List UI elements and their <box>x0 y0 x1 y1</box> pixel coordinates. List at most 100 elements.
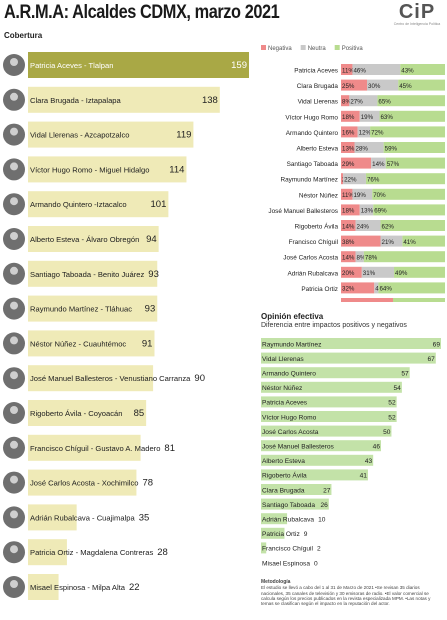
coverage-bar <box>28 121 194 148</box>
coverage-label: Patricia Aceves - Tlalpan <box>30 61 113 70</box>
sentiment-segment <box>341 173 344 185</box>
effective-bar <box>261 411 397 422</box>
sentiment-label: Francisco Chíguil <box>289 239 338 246</box>
sentiment-value: 78% <box>365 255 378 262</box>
coverage-bar <box>28 295 158 322</box>
coverage-value: 22 <box>129 582 140 593</box>
sentiment-segment <box>341 142 355 153</box>
coverage-bar <box>28 469 137 496</box>
sentiment-segment <box>380 220 445 231</box>
sentiment-segment <box>354 142 384 153</box>
sentiment-segment <box>341 64 353 75</box>
sentiment-label: Patricia Ortiz <box>301 286 338 293</box>
sentiment-value: 19% <box>361 114 374 121</box>
sentiment-label: José Manuel Ballesteros <box>268 208 338 215</box>
sentiment-segment <box>341 95 350 107</box>
effective-label: José Carlos Acosta <box>262 429 319 436</box>
coverage-value: 159 <box>231 60 247 71</box>
sentiment-segment <box>352 188 373 200</box>
effective-label: Misael Espinosa <box>262 560 310 567</box>
sentiment-value: 30% <box>368 83 381 90</box>
sentiment-value: 62% <box>382 223 395 230</box>
sentiment-segment <box>363 251 445 263</box>
sentiment-segment <box>341 126 358 138</box>
sentiment-segment <box>341 282 375 294</box>
sentiment-value: 65% <box>378 99 391 106</box>
effective-value: 43 <box>365 458 373 465</box>
effective-value: 57 <box>401 371 409 378</box>
effective-bar <box>261 425 392 437</box>
effective-bar <box>261 513 288 525</box>
legend-swatch <box>334 45 340 50</box>
avatar-face <box>10 475 18 484</box>
avatar-face <box>10 92 18 101</box>
sentiment-value: 24% <box>357 223 370 230</box>
sentiment-value: 31% <box>363 270 376 277</box>
coverage-label: Misael Espinosa - Milpa Alta <box>30 583 126 592</box>
coverage-chart: Patricia Aceves - Tlalpan 159 Clara Brugad… <box>3 52 249 600</box>
sentiment-value: 13% <box>361 208 374 215</box>
coverage-bar <box>28 191 169 218</box>
avatar-face <box>10 197 18 206</box>
effective-label: Vidal Llerenas <box>262 356 304 363</box>
sentiment-value: 19% <box>353 192 366 199</box>
coverage-value: 101 <box>151 199 167 210</box>
legend-swatch <box>261 45 266 50</box>
sentiment-segment <box>373 204 445 216</box>
sentiment-value: 59% <box>385 145 398 152</box>
coverage-bar <box>28 434 141 461</box>
effective-value: 26 <box>320 502 328 509</box>
sentiment-label: Misael Espinosa <box>291 302 338 303</box>
coverage-value: 78 <box>142 478 153 489</box>
effective-label: Patricia Aceves <box>262 400 308 407</box>
sentiment-value: 49% <box>395 270 408 277</box>
effective-label: José Manuel Ballesteros <box>262 444 335 451</box>
sentiment-segment <box>385 157 445 169</box>
coverage-value: 35 <box>139 512 150 523</box>
sentiment-value: 63% <box>380 114 393 121</box>
sentiment-value: 20% <box>342 270 355 277</box>
sentiment-segment <box>372 188 445 200</box>
sentiment-value: 76% <box>367 177 380 184</box>
sentiment-value: 50% <box>394 301 407 302</box>
coverage-label: José Manuel Ballesteros - Venustiano Car… <box>30 374 191 383</box>
effective-label: Clara Brugada <box>262 487 305 494</box>
sentiment-segment <box>341 188 353 200</box>
effective-value: 2 <box>317 546 321 553</box>
effective-title: Opinión efectiva <box>261 312 324 321</box>
sentiment-label: Rigoberto Ávila <box>295 222 339 231</box>
avatar-face <box>10 301 18 310</box>
sentiment-value: 25% <box>342 83 355 90</box>
sentiment-segment <box>341 204 360 216</box>
sentiment-label: Patricia Aceves <box>294 68 338 75</box>
sentiment-segment <box>383 142 445 153</box>
avatar-face <box>10 127 18 136</box>
sentiment-value: 50% <box>342 301 355 302</box>
effective-label: Víctor Hugo Romo <box>262 414 317 421</box>
effective-bar <box>261 381 402 393</box>
sentiment-segment <box>400 64 445 75</box>
effective-value: 54 <box>394 385 402 392</box>
sentiment-segment <box>357 126 371 138</box>
avatar-face <box>10 545 18 554</box>
sentiment-label: Armando Quintero <box>286 130 339 137</box>
sentiment-value: 14% <box>342 223 355 230</box>
methodology-text: El estudio se llevó a cabo del 1 al 31 d… <box>261 585 431 607</box>
coverage-label: Francisco Chíguil - Gustavo A. Madero <box>30 444 160 453</box>
coverage-value: 28 <box>157 547 168 558</box>
effective-label: Néstor Núñez <box>262 385 302 392</box>
effective-value: 0 <box>314 560 318 567</box>
avatar-face <box>10 58 18 66</box>
sentiment-segment <box>341 298 393 302</box>
sentiment-value: 8% <box>357 255 366 262</box>
legend-label: Neutra <box>308 46 327 52</box>
effective-label: Alberto Esteva <box>262 458 305 465</box>
avatar-face <box>10 371 18 380</box>
effective-label: Santiago Taboada <box>262 502 315 509</box>
sentiment-label: Clara Brugada <box>297 83 339 90</box>
coverage-bar <box>28 365 154 392</box>
effective-bar <box>261 454 374 466</box>
coverage-value: 90 <box>194 373 205 384</box>
coverage-bar <box>28 226 159 252</box>
